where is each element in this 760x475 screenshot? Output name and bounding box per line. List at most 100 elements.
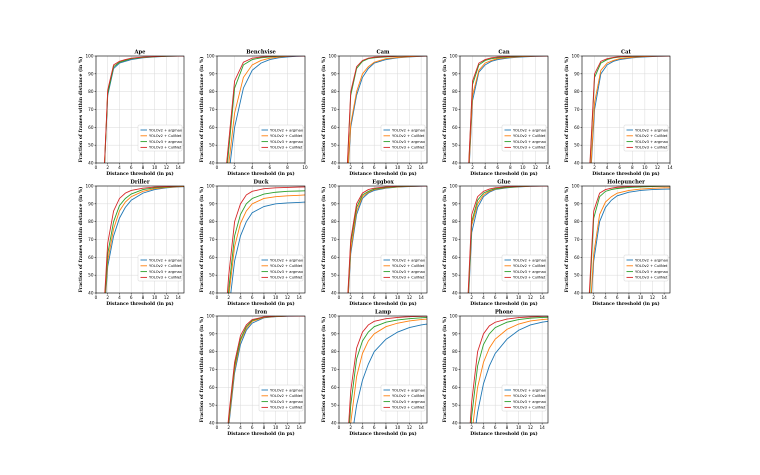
legend-label: YOLOv2 + argmax — [392, 128, 426, 132]
y-tick-label: 70 — [452, 107, 458, 112]
x-tick-label: 4 — [118, 165, 121, 170]
y-tick-label: 40 — [452, 421, 458, 426]
x-tick-label: 2 — [593, 165, 596, 170]
y-tick-label: 40 — [452, 291, 458, 296]
x-tick-label: 2 — [349, 295, 352, 300]
subplot-title: Benchvise — [246, 50, 276, 56]
y-axis-label: Fraction of frames within distance (in %… — [198, 57, 205, 163]
legend-label: YOLOv3 + CullNet — [513, 276, 546, 280]
y-axis-label: Fraction of frames within distance (in %… — [198, 317, 205, 423]
x-tick-label: 14 — [539, 425, 545, 430]
x-tick-label: 10 — [395, 165, 401, 170]
legend-label: YOLOv3 + argmax — [513, 400, 547, 404]
x-tick-label: 8 — [263, 425, 266, 430]
y-tick-label: 90 — [452, 71, 458, 76]
x-axis-label: Distance threshold (in px) — [470, 170, 537, 177]
y-tick-label: 80 — [209, 89, 215, 94]
y-tick-label: 50 — [452, 403, 458, 408]
x-tick-label: 4 — [118, 295, 121, 300]
legend-box — [501, 254, 547, 282]
legend-label: YOLOv2 + CullNet — [513, 134, 546, 138]
series-line-3 — [588, 186, 670, 293]
x-tick-label: 10 — [638, 295, 644, 300]
legend-label: YOLOv2 + CullNet — [149, 134, 182, 138]
plot-frame — [95, 55, 185, 164]
subplot-title: Cat — [621, 50, 631, 56]
legend-label: YOLOv2 + CullNet — [635, 264, 668, 268]
plot-frame — [216, 185, 306, 294]
plot-frame — [459, 315, 549, 424]
legend-label: YOLOv3 + CullNet — [392, 146, 425, 150]
y-tick-label: 80 — [331, 349, 337, 354]
legend-label: YOLOv2 + argmax — [513, 258, 547, 262]
y-tick-label: 60 — [209, 125, 215, 130]
plot-frame — [338, 185, 428, 294]
y-tick-label: 60 — [452, 385, 458, 390]
y-tick-label: 70 — [88, 107, 94, 112]
x-tick-label: 0 — [216, 165, 219, 170]
y-tick-label: 60 — [331, 255, 337, 260]
y-tick-label: 70 — [331, 237, 337, 242]
legend-label: YOLOv3 + argmax — [149, 140, 183, 144]
y-axis-label: Fraction of frames within distance (in %… — [320, 187, 327, 293]
x-tick-label: 8 — [385, 425, 388, 430]
y-tick-label: 100 — [207, 314, 215, 319]
x-tick-label: 6 — [373, 165, 376, 170]
x-tick-label: 8 — [509, 165, 512, 170]
y-tick-label: 90 — [331, 201, 337, 206]
x-tick-label: 10 — [395, 425, 401, 430]
x-tick-label: 8 — [142, 295, 145, 300]
x-tick-label: 6 — [130, 295, 133, 300]
x-tick-label: 6 — [494, 295, 497, 300]
legend-box — [258, 384, 304, 412]
x-tick-label: 4 — [361, 425, 364, 430]
y-tick-label: 90 — [331, 331, 337, 336]
x-tick-label: 10 — [152, 295, 158, 300]
subplot-phone: Phone 0 2 4 6 8 10 12 14 40 50 60 70 80 90 100 Distance … — [441, 310, 549, 437]
subplot-lamp: Lamp 0 2 4 6 8 10 12 14 40 50 60 70 80 90 100 Distance t… — [320, 310, 428, 437]
x-tick-label: 6 — [494, 425, 497, 430]
series-line-0 — [475, 320, 548, 423]
y-tick-label: 50 — [209, 273, 215, 278]
y-tick-label: 70 — [574, 237, 580, 242]
x-tick-label: 12 — [164, 165, 170, 170]
y-tick-label: 50 — [209, 403, 215, 408]
legend-label: YOLOv3 + CullNet — [149, 146, 182, 150]
y-tick-label: 80 — [331, 219, 337, 224]
legend-label: YOLOv2 + argmax — [270, 128, 304, 132]
subplot-duck: Duck 0 2 4 6 8 10 12 14 40 50 60 70 80 90 100 Distance t… — [198, 180, 306, 307]
y-tick-label: 80 — [452, 89, 458, 94]
y-tick-label: 50 — [88, 143, 94, 148]
legend-label: YOLOv2 + CullNet — [513, 394, 546, 398]
legend-label: YOLOv3 + argmax — [149, 270, 183, 274]
y-axis-label: Fraction of frames within distance (in %… — [563, 57, 570, 163]
legend-label: YOLOv2 + argmax — [513, 388, 547, 392]
y-tick-label: 40 — [209, 161, 215, 166]
y-tick-label: 50 — [574, 143, 580, 148]
subplot-cam: Cam 0 2 4 6 8 10 12 14 40 50 60 70 80 90 100 Distance th… — [320, 50, 428, 177]
x-tick-label: 6 — [496, 165, 499, 170]
x-tick-label: 0 — [459, 425, 462, 430]
legend-label: YOLOv3 + CullNet — [513, 406, 546, 410]
x-tick-label: 12 — [285, 425, 291, 430]
x-tick-label: 0 — [581, 165, 584, 170]
x-tick-label: 12 — [533, 165, 539, 170]
series-line-3 — [348, 316, 427, 423]
y-tick-label: 80 — [331, 89, 337, 94]
legend-label: YOLOv2 + CullNet — [513, 264, 546, 268]
y-tick-label: 60 — [331, 125, 337, 130]
x-tick-label: 0 — [459, 295, 462, 300]
legend-label: YOLOv2 + CullNet — [392, 394, 425, 398]
subplot-title: Phone — [495, 310, 514, 316]
legend-label: YOLOv2 + argmax — [149, 128, 183, 132]
x-tick-label: 0 — [338, 425, 341, 430]
series-line-3 — [589, 56, 670, 163]
subplot-title: Lamp — [375, 310, 391, 316]
series-line-3 — [226, 56, 305, 163]
legend-label: YOLOv3 + argmax — [270, 140, 304, 144]
plot-frame — [459, 185, 549, 294]
legend-label: YOLOv2 + CullNet — [270, 134, 303, 138]
series-line-2 — [227, 316, 305, 423]
legend-label: YOLOv3 + CullNet — [270, 406, 303, 410]
subplot-title: Eggbox — [372, 180, 394, 186]
